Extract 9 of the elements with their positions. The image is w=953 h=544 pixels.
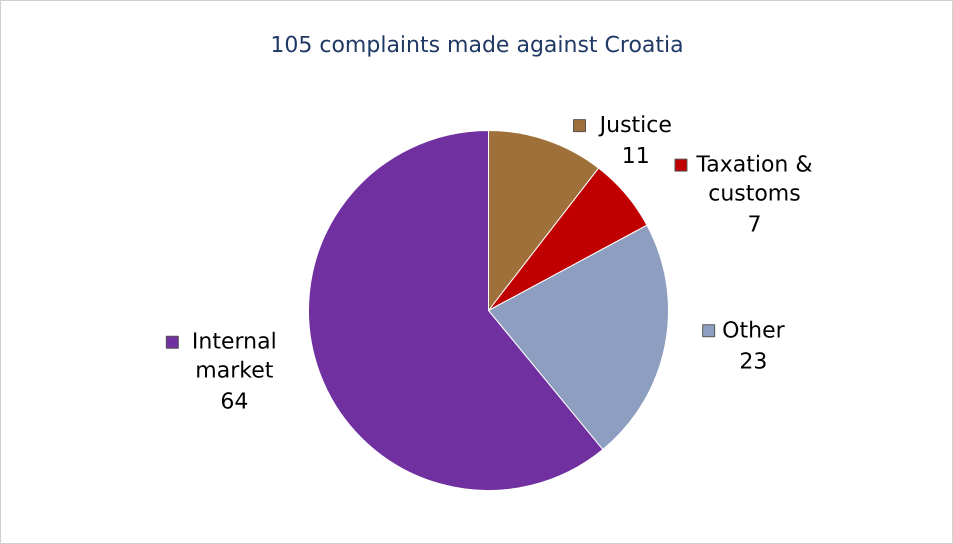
data-label: 64: [220, 390, 248, 415]
data-label: 7: [747, 212, 762, 238]
legend-label: Internal market: [192, 330, 277, 384]
data-label: 11: [622, 144, 650, 170]
legend-label: Other: [722, 318, 786, 344]
chart-title: 105 complaints made against Croatia: [270, 33, 684, 58]
data-label: 23: [739, 349, 768, 374]
legend-label: Justice: [598, 113, 672, 138]
legend-label: Taxation & customs: [695, 152, 813, 207]
